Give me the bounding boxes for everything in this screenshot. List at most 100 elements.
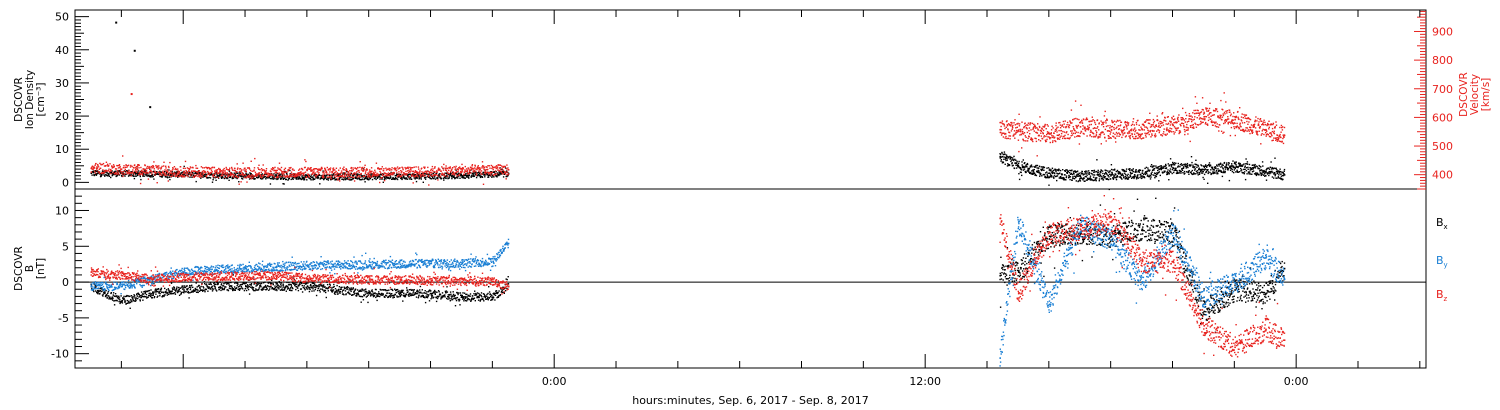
velocity-series-point [432,170,434,172]
density-series-point [311,177,314,179]
velocity-series-point [372,172,375,175]
velocity-series-point [1167,122,1170,124]
velocity-series-point [1199,111,1202,114]
density-series-point [341,178,343,180]
density-series-point [1260,166,1262,168]
velocity-series-point [306,169,308,172]
velocity-series-point [1199,113,1201,115]
velocity-series-point [404,166,406,169]
velocity-series-point [280,166,283,169]
density-series-point [1099,175,1101,178]
density-series-point [437,177,439,179]
density-series-point [344,176,346,178]
velocity-series-point [434,174,437,176]
density-series-point [1124,170,1126,173]
density-series-point [94,173,96,176]
velocity-series-point [208,173,210,175]
velocity-series-point [1229,111,1231,113]
density-series-point [1158,168,1161,170]
density-series-point [1222,164,1224,166]
velocity-series-point [1225,120,1228,122]
velocity-series-point [121,168,123,170]
density-series-point [1216,173,1218,175]
velocity-series-point [251,170,253,172]
velocity-series-point [224,176,226,179]
velocity-series-point [1272,139,1274,141]
velocity-series-point [145,171,147,173]
density-series-point [1058,177,1060,179]
density-series-point [217,175,219,177]
velocity-series-point [468,168,470,170]
velocity-series-point [330,176,333,178]
density-series-point [1109,171,1111,173]
velocity-series-point [263,169,265,171]
velocity-series-point [1024,125,1027,127]
velocity-series-point [261,176,263,179]
density-series-point [1175,167,1177,169]
velocity-tick-label: 500 [1432,140,1453,153]
velocity-series-point [221,171,224,173]
velocity-series-point [124,169,126,171]
density-series-point [1087,172,1089,174]
velocity-series-point [1236,125,1238,127]
density-series-point [1225,165,1227,168]
density-series-point [324,176,326,178]
velocity-series-point [139,172,141,174]
density-series-point [204,173,206,176]
velocity-series-point [1057,134,1060,137]
velocity-series-point [437,179,439,181]
velocity-series-point [98,172,101,174]
velocity-series-point [1131,128,1133,130]
density-series-point [1016,162,1018,164]
density-series-point [1204,168,1207,170]
velocity-series-point [375,174,377,176]
density-series-point [1209,165,1211,168]
density-series-point [1064,170,1066,172]
velocity-series-point [249,169,252,172]
density-series-point [281,177,283,180]
density-series-point [1024,162,1026,164]
velocity-series-point [483,167,486,169]
density-series-point [1153,165,1155,167]
density-series-point [445,172,448,174]
density-series-point [1217,172,1219,175]
velocity-series-point [1108,130,1110,132]
velocity-series-point [482,165,484,167]
density-series-point [361,178,364,180]
velocity-series-point [407,170,409,172]
velocity-series-point [1140,134,1142,137]
velocity-series-point [1084,127,1086,130]
velocity-series-point [1214,121,1216,123]
density-series-point [456,176,458,179]
density-series-point [500,173,503,175]
density-series-point [1269,172,1271,175]
velocity-series-point [129,171,131,174]
velocity-series-point [246,181,248,183]
density-series-point [1115,173,1117,175]
velocity-series-point [366,168,368,170]
velocity-series-point [199,174,201,177]
velocity-series-point [1016,129,1018,132]
density-series-point [1083,173,1086,175]
velocity-series-point [97,166,100,168]
density-series-point [1098,178,1101,180]
density-series-point [165,173,167,175]
density-series-point [407,176,409,178]
density-series-point [1099,173,1101,175]
velocity-series-point [341,174,344,176]
density-series-point [492,175,494,177]
density-series-point [1050,175,1052,177]
density-series-point [265,178,267,180]
density-series-point [228,170,231,172]
velocity-series-point [1025,140,1027,142]
density-series-point [1194,163,1196,165]
velocity-series-point [1244,115,1246,117]
density-series-point [1228,162,1230,165]
velocity-series-point [1074,129,1076,132]
density-series-point [488,176,490,178]
velocity-series-point [1156,130,1158,132]
velocity-series-point [178,172,180,174]
density-series-point [1236,171,1239,173]
density-series-point [1249,171,1251,173]
velocity-series-point [1155,125,1158,127]
